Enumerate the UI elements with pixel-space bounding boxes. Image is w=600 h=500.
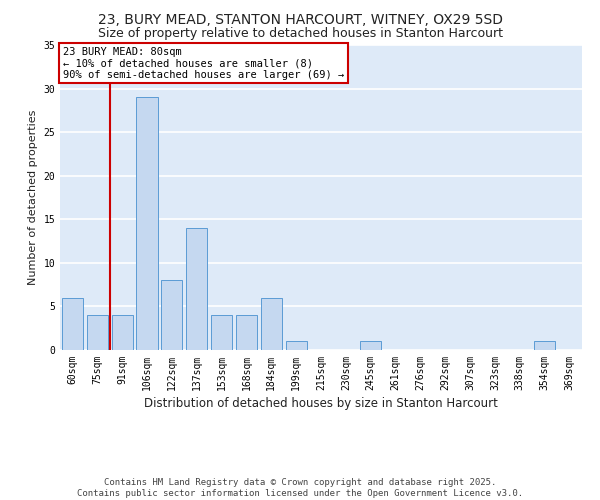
Text: Size of property relative to detached houses in Stanton Harcourt: Size of property relative to detached ho… xyxy=(97,28,503,40)
Bar xyxy=(161,280,182,350)
Bar xyxy=(534,342,555,350)
Text: 23, BURY MEAD, STANTON HARCOURT, WITNEY, OX29 5SD: 23, BURY MEAD, STANTON HARCOURT, WITNEY,… xyxy=(97,12,503,26)
Bar xyxy=(211,315,232,350)
Text: 23 BURY MEAD: 80sqm
← 10% of detached houses are smaller (8)
90% of semi-detache: 23 BURY MEAD: 80sqm ← 10% of detached ho… xyxy=(62,46,344,80)
Bar xyxy=(136,98,158,350)
Bar xyxy=(236,315,257,350)
Bar xyxy=(62,298,83,350)
Bar xyxy=(112,315,133,350)
Bar xyxy=(186,228,207,350)
Bar xyxy=(261,298,282,350)
Bar xyxy=(286,342,307,350)
Y-axis label: Number of detached properties: Number of detached properties xyxy=(28,110,38,285)
Text: Distribution of detached houses by size in Stanton Harcourt: Distribution of detached houses by size … xyxy=(144,398,498,410)
Text: Contains HM Land Registry data © Crown copyright and database right 2025.
Contai: Contains HM Land Registry data © Crown c… xyxy=(77,478,523,498)
Bar xyxy=(87,315,108,350)
Bar xyxy=(360,342,381,350)
